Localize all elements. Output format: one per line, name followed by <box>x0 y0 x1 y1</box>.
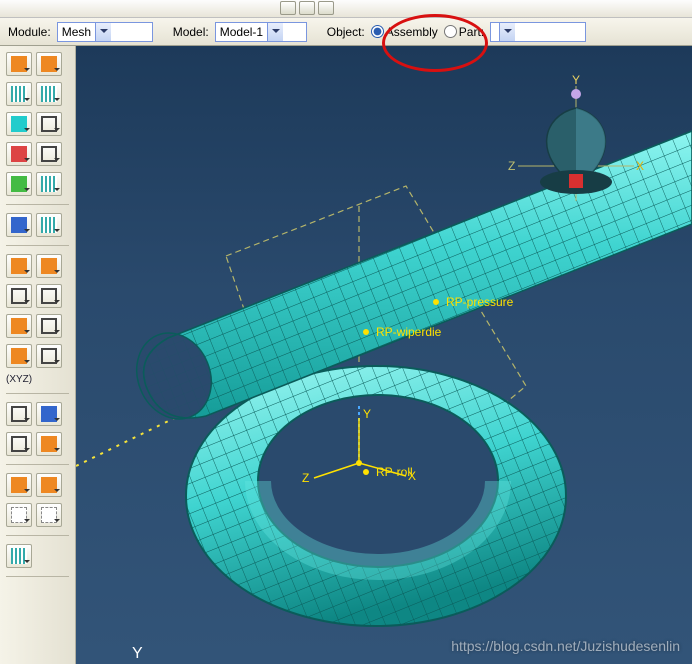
tool-button[interactable] <box>36 314 62 338</box>
tool-button[interactable] <box>6 432 32 456</box>
tool-button[interactable] <box>6 544 32 568</box>
model-select[interactable]: Model-1 <box>215 22 307 42</box>
tool-button[interactable] <box>6 52 32 76</box>
tool-button[interactable] <box>36 344 62 368</box>
chevron-down-icon <box>499 23 515 41</box>
tool-button[interactable] <box>36 172 62 196</box>
gridblue-icon <box>41 176 57 192</box>
orange-icon <box>41 56 57 72</box>
bottom-y-label: Y <box>132 645 143 662</box>
axis-z-label: Z <box>302 471 309 485</box>
tool-button[interactable] <box>36 112 62 136</box>
orange-icon <box>41 436 57 452</box>
tool-button[interactable] <box>36 284 62 308</box>
orange-icon <box>11 348 27 364</box>
svg-text:RP-roll: RP-roll <box>376 465 413 479</box>
top-strip <box>0 0 692 18</box>
viewport[interactable]: X Y Z RP-pressureRP-wiperdieRP-roll Y X … <box>76 46 692 664</box>
tool-button[interactable] <box>36 503 62 527</box>
tool-button[interactable] <box>36 52 62 76</box>
mini-btn-2[interactable] <box>299 1 315 15</box>
orange-icon <box>41 477 57 493</box>
cyan-icon <box>11 116 27 132</box>
tool-button[interactable] <box>6 172 32 196</box>
boxline-icon <box>11 406 27 422</box>
tool-button[interactable] <box>36 473 62 497</box>
gridblue-icon <box>41 217 57 233</box>
tool-button[interactable] <box>6 82 32 106</box>
blue-icon <box>11 217 27 233</box>
tool-button[interactable] <box>6 213 32 237</box>
tool-button[interactable] <box>6 344 32 368</box>
tool-button[interactable] <box>36 142 62 166</box>
tool-button[interactable] <box>36 82 62 106</box>
orange-icon <box>11 318 27 334</box>
xyz-label: (XYZ) <box>6 374 69 385</box>
boxline-icon <box>41 318 57 334</box>
tool-button[interactable] <box>36 213 62 237</box>
svg-text:Y: Y <box>572 73 580 87</box>
model-label: Model: <box>173 25 209 39</box>
dotted-icon <box>41 507 57 523</box>
ring-mesh <box>186 366 566 626</box>
tool-button[interactable] <box>6 254 32 278</box>
tool-button[interactable] <box>6 402 32 426</box>
gridblue-icon <box>41 86 57 102</box>
assembly-radio-input[interactable] <box>371 25 384 38</box>
part-select[interactable] <box>490 22 586 42</box>
assembly-radio-label: Assembly <box>386 25 438 39</box>
boxline-icon <box>41 146 57 162</box>
boxline-icon <box>11 436 27 452</box>
orange-icon <box>11 56 27 72</box>
object-label: Object: <box>327 25 365 39</box>
tool-button[interactable] <box>6 112 32 136</box>
boxline-icon <box>11 288 27 304</box>
tool-button[interactable] <box>6 314 32 338</box>
svg-text:RP-wiperdie: RP-wiperdie <box>376 325 442 339</box>
orange-icon <box>11 258 27 274</box>
boxline-icon <box>41 116 57 132</box>
watermark-text: https://blog.csdn.net/Juzishudesenlin <box>451 638 680 654</box>
module-value: Mesh <box>58 25 95 39</box>
green-icon <box>11 176 27 192</box>
axis-y-label: Y <box>363 407 371 421</box>
chevron-down-icon <box>95 23 111 41</box>
red-icon <box>11 146 27 162</box>
svg-text:Z: Z <box>508 159 515 173</box>
tool-button[interactable] <box>36 254 62 278</box>
module-label: Module: <box>8 25 51 39</box>
mini-btn-3[interactable] <box>318 1 334 15</box>
tool-button[interactable] <box>6 503 32 527</box>
svg-text:RP-pressure: RP-pressure <box>446 295 514 309</box>
tool-button[interactable] <box>36 402 62 426</box>
orange-icon <box>41 258 57 274</box>
scene-svg: X Y Z RP-pressureRP-wiperdieRP-roll Y X … <box>76 46 692 664</box>
tool-button[interactable] <box>36 432 62 456</box>
model-value: Model-1 <box>216 25 267 39</box>
dotted-icon <box>11 507 27 523</box>
tool-button[interactable] <box>6 473 32 497</box>
context-bar: Module: Mesh Model: Model-1 Object: Asse… <box>0 18 692 46</box>
mini-btn-1[interactable] <box>280 1 296 15</box>
chevron-down-icon <box>267 23 283 41</box>
boxline-icon <box>41 348 57 364</box>
part-radio-input[interactable] <box>444 25 457 38</box>
boxline-icon <box>41 288 57 304</box>
tool-button[interactable] <box>6 142 32 166</box>
orange-icon <box>11 477 27 493</box>
blue-icon <box>41 406 57 422</box>
tool-button[interactable] <box>6 284 32 308</box>
object-part-radio[interactable]: Part: <box>444 25 486 39</box>
gridblue-icon <box>11 548 27 564</box>
object-assembly-radio[interactable]: Assembly <box>371 25 440 39</box>
left-toolbox: (XYZ) <box>0 46 76 664</box>
gridblue-icon <box>11 86 27 102</box>
module-select[interactable]: Mesh <box>57 22 153 42</box>
part-radio-label: Part: <box>459 25 484 39</box>
mini-buttons <box>280 1 334 15</box>
svg-text:X: X <box>636 159 644 173</box>
